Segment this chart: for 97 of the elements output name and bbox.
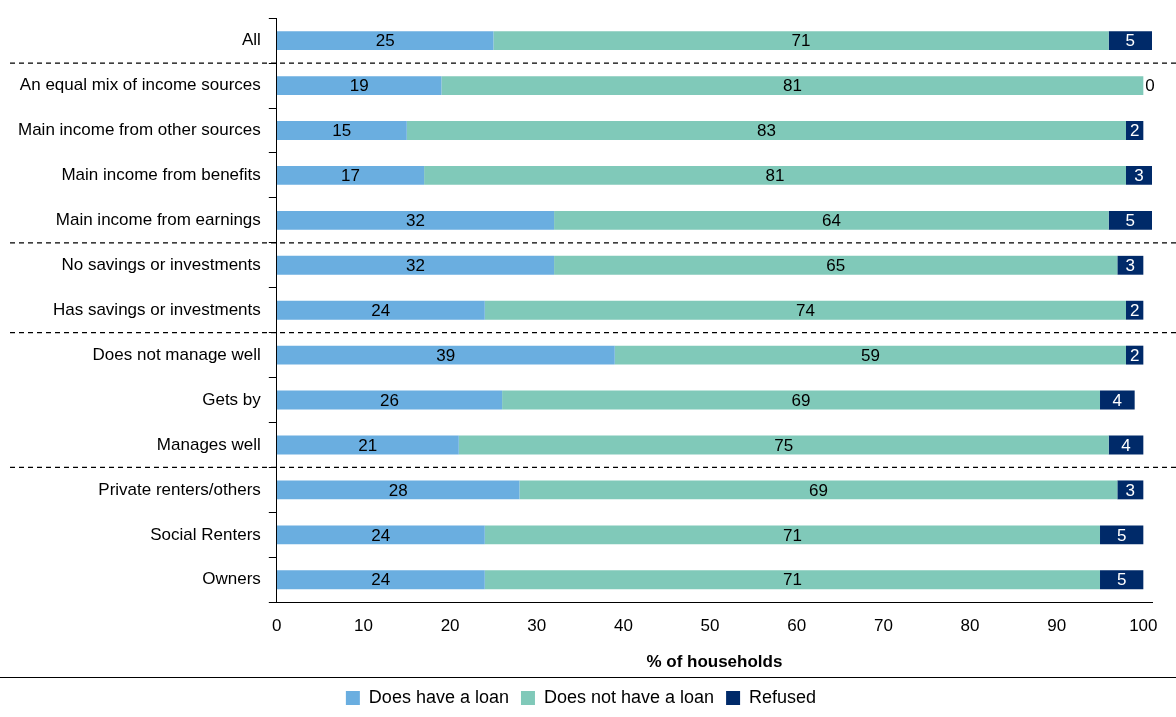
data-label: 3: [1134, 166, 1144, 186]
data-label: 64: [821, 211, 841, 231]
bar: [424, 166, 1126, 185]
y-tick-label: Owners: [202, 569, 261, 589]
y-tick-label: Main income from benefits: [61, 165, 261, 185]
bar: [502, 390, 1101, 410]
data-label: 15: [332, 121, 352, 141]
x-tick-label: 20: [440, 616, 460, 636]
data-label: 17: [341, 166, 360, 186]
y-tick-label: Has savings or investments: [52, 299, 261, 319]
x-axis-title: % of households: [646, 652, 783, 672]
bar: [441, 76, 1144, 96]
data-label: 21: [358, 435, 378, 455]
data-label: 2: [1129, 121, 1140, 141]
x-tick-label: 50: [700, 616, 720, 636]
y-tick-label: Main income from earnings: [55, 210, 261, 230]
bar: [276, 345, 615, 365]
y-tick-label: Social Renters: [150, 524, 261, 544]
bar: [276, 31, 494, 51]
data-label: 65: [826, 255, 846, 275]
x-tick-label: 80: [960, 616, 980, 636]
x-tick-label: 0: [272, 616, 282, 636]
bar: [484, 525, 1101, 545]
legend-label: Does have a loan: [368, 686, 509, 707]
data-label: 25: [375, 31, 395, 51]
data-label: 5: [1116, 525, 1127, 545]
x-tick-label: 40: [613, 616, 633, 636]
data-label: 24: [371, 525, 391, 545]
bar: [276, 480, 520, 500]
data-label: 24: [371, 300, 391, 320]
data-label: 2: [1129, 300, 1140, 320]
x-tick-label: 70: [873, 616, 893, 636]
data-label: 2: [1129, 345, 1140, 365]
data-label: 71: [791, 31, 811, 51]
data-label: 19: [349, 76, 369, 96]
bar: [484, 570, 1101, 590]
x-tick-label: 30: [527, 616, 547, 636]
y-tick-label: Gets by: [202, 389, 262, 409]
data-label: 4: [1121, 435, 1131, 455]
data-label: 5: [1125, 31, 1136, 51]
data-label: 32: [406, 255, 425, 275]
bar: [406, 121, 1126, 140]
legend-label: Refused: [749, 686, 817, 707]
data-label: 5: [1116, 570, 1127, 590]
bar: [1108, 31, 1152, 51]
bar: [484, 300, 1126, 320]
data-label: 5: [1125, 211, 1136, 231]
bar: [276, 210, 555, 230]
x-tick-label: 10: [354, 616, 373, 636]
data-label: 69: [808, 480, 828, 500]
data-label: 3: [1125, 255, 1136, 275]
data-label: 0: [1145, 76, 1155, 96]
bar: [276, 166, 425, 185]
legend-label: Does not have a loan: [543, 686, 715, 707]
y-tick-label: Manages well: [156, 434, 261, 454]
y-tick-label: All: [241, 30, 261, 50]
data-label: 26: [380, 390, 399, 410]
data-label: 59: [860, 345, 880, 365]
data-label: 28: [388, 480, 408, 500]
y-tick-label: No savings or investments: [61, 254, 261, 274]
bar: [1100, 525, 1144, 545]
bar: [554, 255, 1118, 275]
bar: [458, 435, 1109, 455]
bar: [276, 300, 485, 320]
data-label: 24: [371, 570, 391, 590]
data-label: 81: [782, 76, 802, 96]
bar: [614, 345, 1126, 365]
x-tick-label: 60: [787, 616, 807, 636]
x-tick-label: 90: [1047, 616, 1067, 636]
bar: [276, 525, 485, 545]
data-label: 69: [791, 390, 811, 410]
data-label: 71: [782, 570, 802, 590]
bar: [519, 480, 1118, 500]
bar: [276, 255, 555, 275]
x-tick-label: 100: [1129, 616, 1158, 636]
bar: [1100, 570, 1144, 590]
data-label: 39: [436, 345, 456, 365]
data-label: 4: [1112, 390, 1123, 410]
data-label: 32: [406, 211, 425, 231]
bar: [493, 31, 1109, 51]
y-tick-label: Does not manage well: [92, 344, 261, 364]
bar: [276, 390, 503, 410]
data-label: 3: [1125, 480, 1136, 500]
bar: [276, 435, 459, 455]
bar: [1108, 210, 1152, 230]
y-tick-label: Main income from other sources: [17, 120, 261, 140]
y-tick-label: An equal mix of income sources: [19, 75, 261, 95]
y-tick-label: Private renters/others: [98, 479, 261, 499]
data-label: 83: [756, 121, 776, 141]
data-label: 71: [782, 525, 802, 545]
bar: [554, 210, 1109, 230]
bar: [276, 121, 407, 140]
bar: [276, 76, 442, 96]
bar: [276, 570, 485, 590]
data-label: 74: [795, 300, 815, 320]
data-label: 75: [774, 435, 794, 455]
data-label: 81: [765, 166, 785, 186]
